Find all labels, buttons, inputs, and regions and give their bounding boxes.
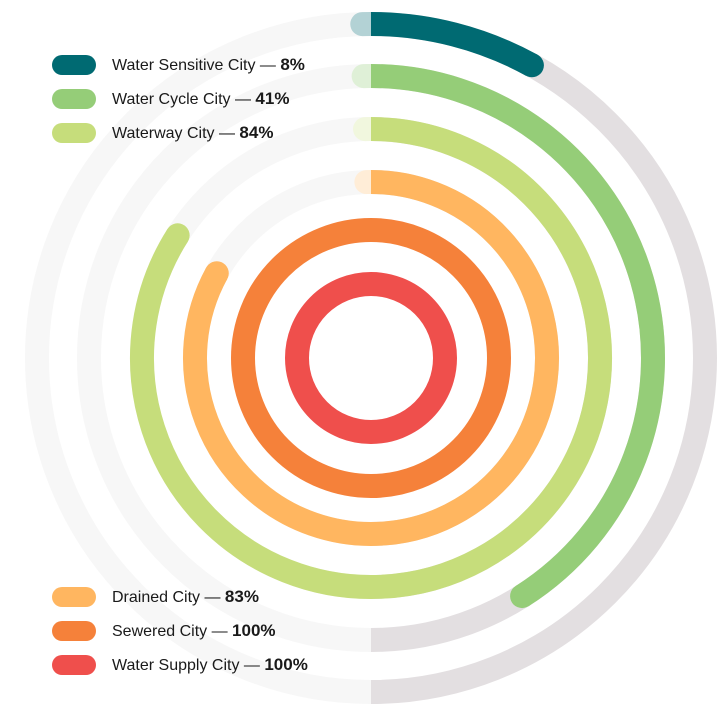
legend-label: Water Cycle City — 41% bbox=[112, 89, 289, 109]
ring-water-sensitive-city bbox=[25, 11, 717, 704]
legend-item-water-cycle-city: Water Cycle City — 41% bbox=[52, 82, 305, 116]
track-right bbox=[370, 117, 612, 599]
value-ring bbox=[285, 272, 457, 444]
ring-waterway-city bbox=[129, 117, 612, 599]
series-value: 8% bbox=[280, 55, 305, 74]
legend-swatch bbox=[52, 621, 96, 641]
legend-swatch bbox=[52, 89, 96, 109]
track-left bbox=[76, 64, 372, 652]
track-left bbox=[129, 117, 372, 599]
ring-drained-city bbox=[183, 169, 559, 546]
legend-swatch bbox=[52, 655, 96, 675]
legend-label: Water Sensitive City — 8% bbox=[112, 55, 305, 75]
legend-item-drained-city: Drained City — 83% bbox=[52, 580, 308, 614]
series-value: 100% bbox=[232, 621, 276, 640]
legend-label: Drained City — 83% bbox=[112, 587, 259, 607]
legend-swatch bbox=[52, 123, 96, 143]
series-name: Water Cycle City bbox=[112, 91, 231, 108]
end-cap bbox=[510, 584, 535, 609]
ring-water-supply-city bbox=[285, 272, 457, 444]
legend-top: Water Sensitive City — 8% Water Cycle Ci… bbox=[52, 48, 305, 150]
series-value: 100% bbox=[264, 655, 308, 674]
legend-swatch bbox=[52, 587, 96, 607]
legend-label: Sewered City — 100% bbox=[112, 621, 276, 641]
end-cap bbox=[204, 261, 229, 286]
series-name: Sewered City bbox=[112, 623, 208, 640]
value-arc bbox=[130, 117, 612, 599]
series-name: Water Sensitive City bbox=[112, 57, 256, 74]
track-left bbox=[25, 12, 372, 704]
separator: — bbox=[214, 125, 240, 142]
series-name: Waterway City bbox=[112, 125, 215, 142]
series-value: 83% bbox=[224, 587, 259, 606]
separator: — bbox=[207, 623, 233, 640]
legend-label: Waterway City — 84% bbox=[112, 123, 273, 143]
legend-item-sewered-city: Sewered City — 100% bbox=[52, 614, 308, 648]
legend-swatch bbox=[52, 55, 96, 75]
ring-water-cycle-city bbox=[76, 64, 665, 652]
end-cap bbox=[519, 53, 544, 78]
end-cap bbox=[165, 223, 190, 248]
series-name: Drained City bbox=[112, 589, 201, 606]
series-name: Water Supply City bbox=[112, 657, 240, 674]
legend-item-waterway-city: Waterway City — 84% bbox=[52, 116, 305, 150]
value-arc bbox=[183, 170, 559, 546]
separator: — bbox=[255, 57, 281, 74]
value-arc bbox=[370, 12, 538, 76]
value-ring bbox=[231, 218, 511, 498]
separator: — bbox=[230, 91, 256, 108]
series-value: 84% bbox=[239, 123, 274, 142]
separator: — bbox=[200, 589, 225, 606]
legend-bottom: Drained City — 83% Sewered City — 100% W… bbox=[52, 580, 308, 682]
value-arc bbox=[370, 64, 665, 607]
separator: — bbox=[239, 657, 265, 674]
series-value: 41% bbox=[255, 89, 290, 108]
legend-item-water-sensitive-city: Water Sensitive City — 8% bbox=[52, 48, 305, 82]
legend-label: Water Supply City — 100% bbox=[112, 655, 308, 675]
ring-sewered-city bbox=[231, 218, 511, 498]
legend-item-water-supply-city: Water Supply City — 100% bbox=[52, 648, 308, 682]
